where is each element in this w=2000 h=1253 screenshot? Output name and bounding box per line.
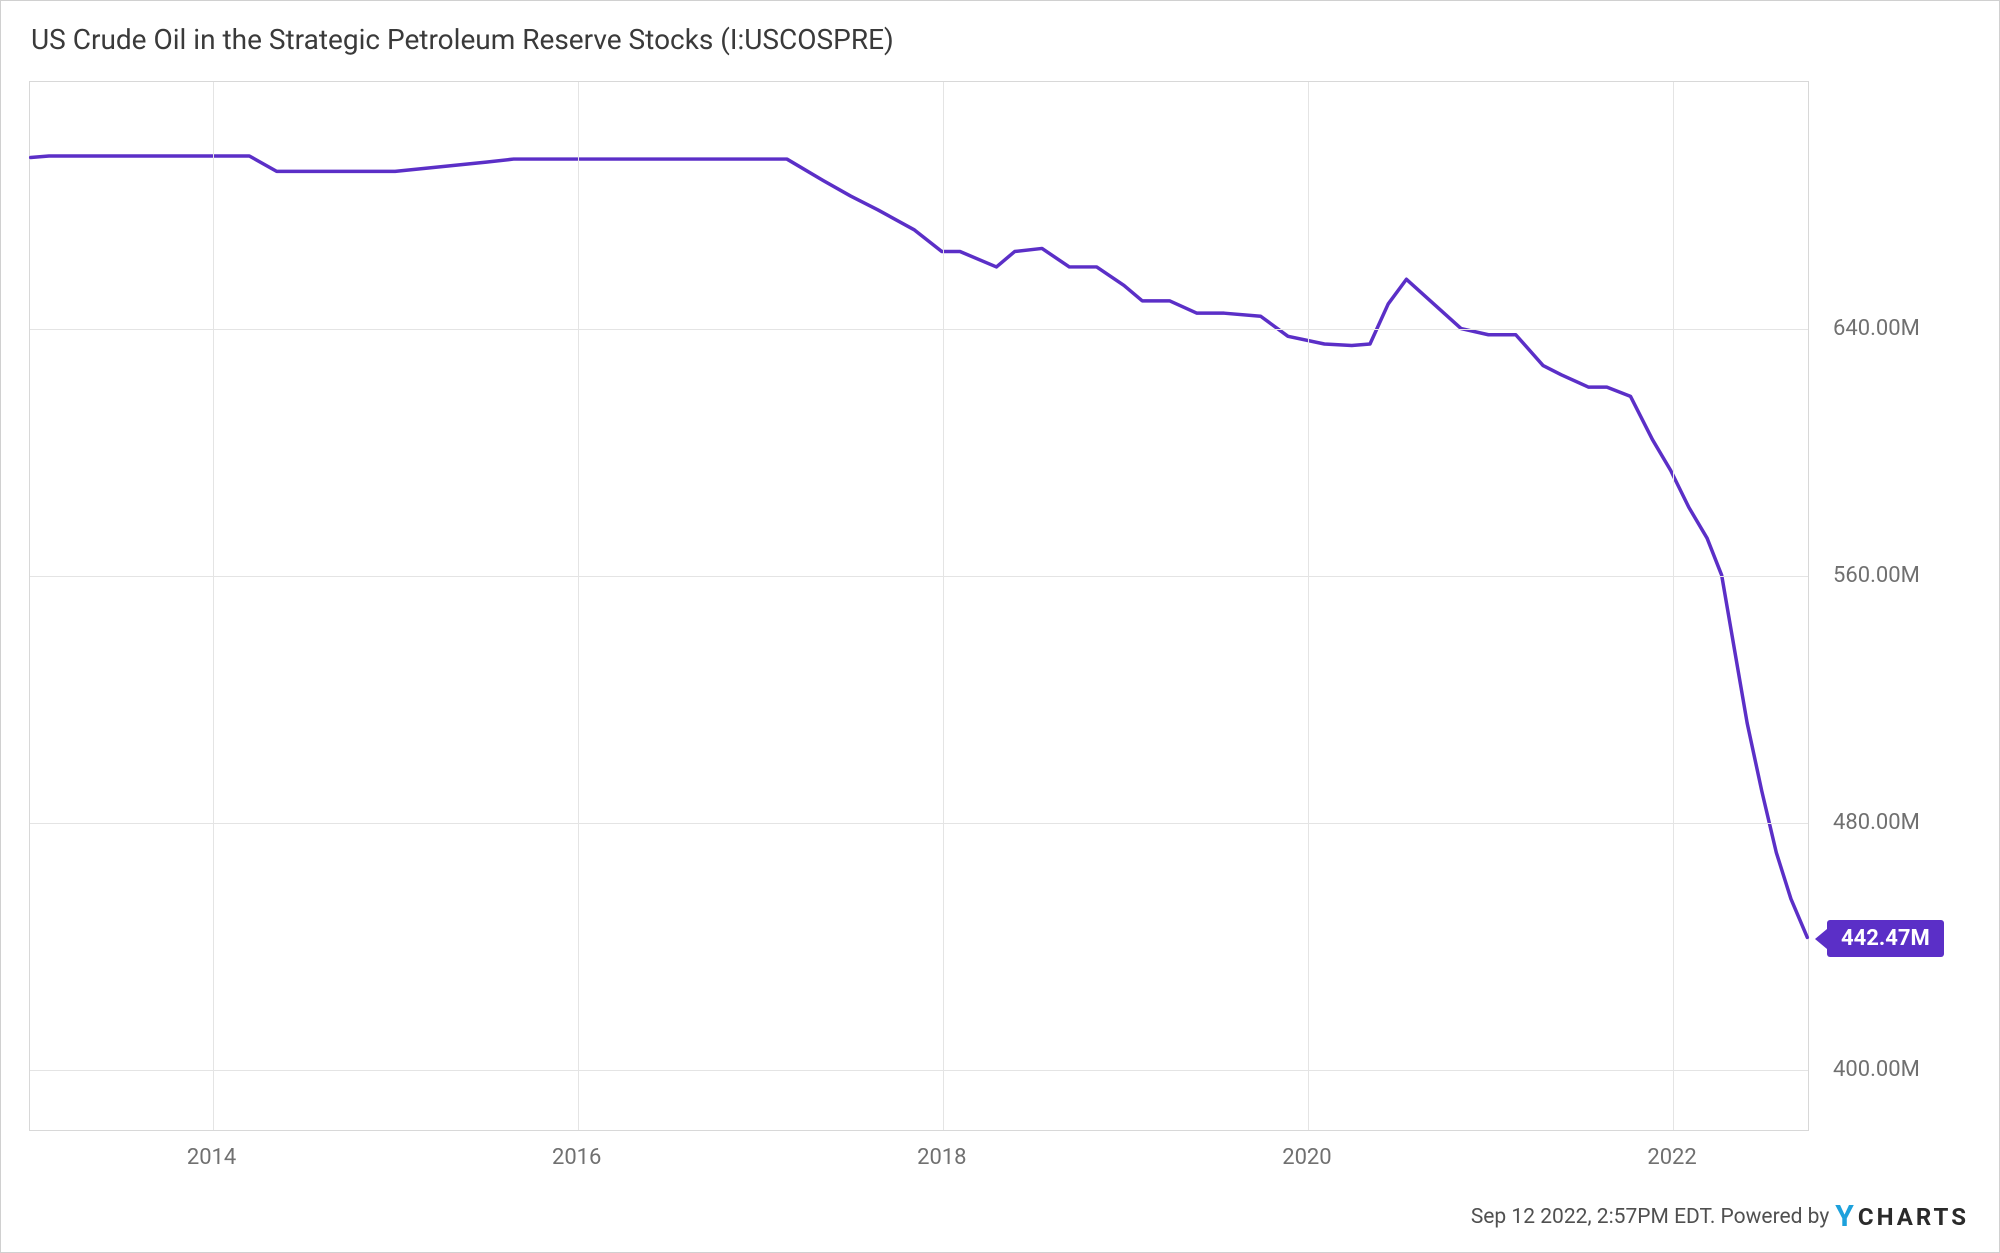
y-axis-label: 560.00M	[1833, 563, 1920, 588]
data-line	[31, 156, 1808, 937]
x-axis-label: 2018	[917, 1145, 966, 1170]
chart-frame: US Crude Oil in the Strategic Petroleum …	[0, 0, 2000, 1253]
plot-area	[29, 81, 1809, 1131]
y-axis-label: 400.00M	[1833, 1057, 1920, 1082]
chart-title: US Crude Oil in the Strategic Petroleum …	[31, 23, 894, 56]
ycharts-logo: YCHARTS	[1835, 1199, 1969, 1234]
x-axis-label: 2020	[1282, 1145, 1331, 1170]
y-axis-label: 640.00M	[1833, 316, 1920, 341]
gridline-horizontal	[30, 1070, 1808, 1071]
gridline-horizontal	[30, 823, 1808, 824]
footer-text: Sep 12 2022, 2:57PM EDT. Powered by	[1471, 1205, 1829, 1229]
x-axis-label: 2016	[552, 1145, 601, 1170]
line-chart-svg	[30, 82, 1808, 1130]
y-axis-label: 480.00M	[1833, 810, 1920, 835]
x-axis-label: 2014	[187, 1145, 236, 1170]
footer: Sep 12 2022, 2:57PM EDT. Powered by YCHA…	[1471, 1199, 1969, 1234]
gridline-horizontal	[30, 329, 1808, 330]
gridline-vertical	[213, 82, 214, 1130]
gridline-vertical	[943, 82, 944, 1130]
gridline-vertical	[1673, 82, 1674, 1130]
gridline-horizontal	[30, 576, 1808, 577]
x-axis-label: 2022	[1647, 1145, 1696, 1170]
logo-y-glyph: Y	[1835, 1199, 1857, 1234]
gridline-vertical	[578, 82, 579, 1130]
value-callout: 442.47M	[1827, 920, 1944, 957]
gridline-vertical	[1308, 82, 1309, 1130]
logo-text: CHARTS	[1858, 1203, 1969, 1231]
